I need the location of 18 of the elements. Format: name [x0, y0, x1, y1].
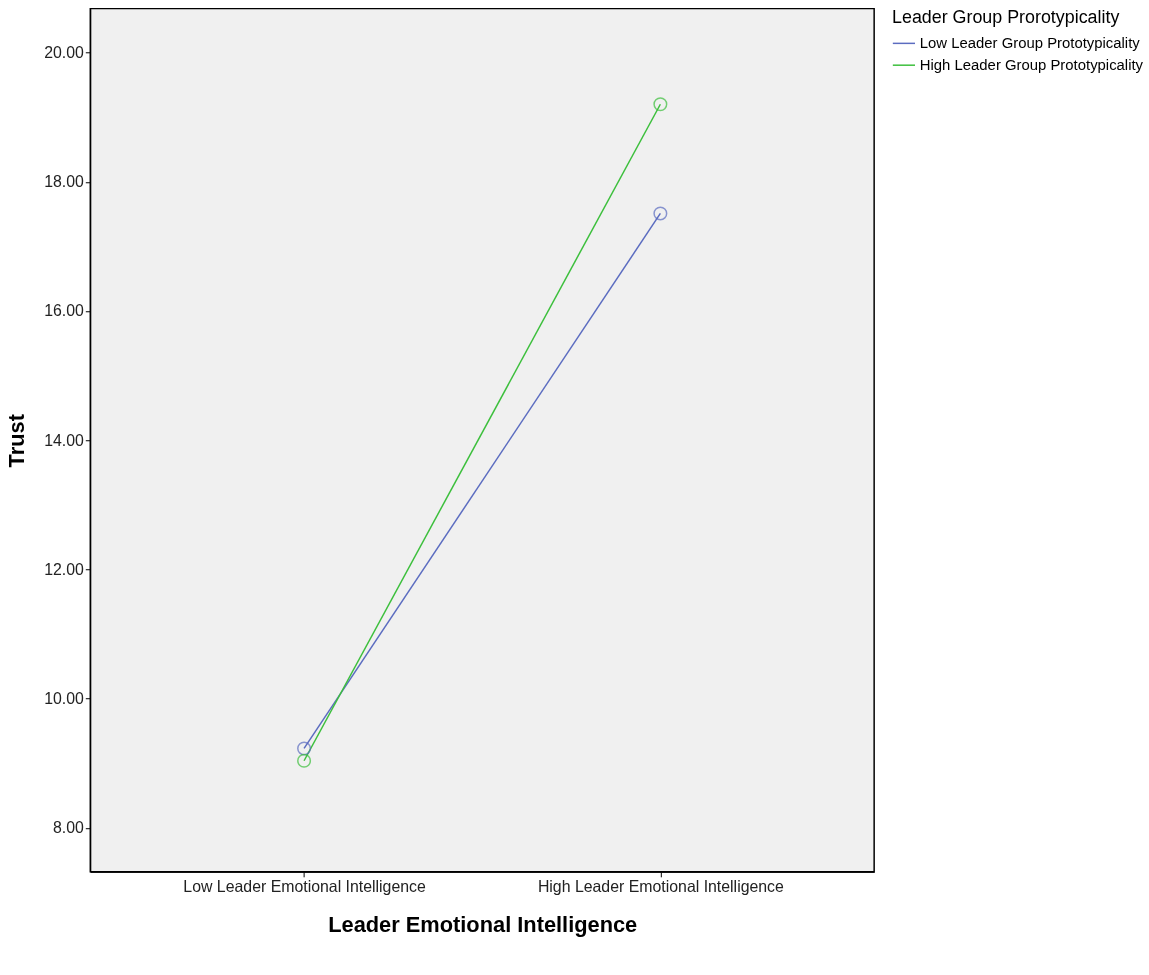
x-tick-label: High Leader Emotional Intelligence	[537, 878, 785, 896]
y-tick-label: 16.00	[44, 302, 85, 320]
y-axis-title: Trust	[4, 414, 30, 468]
x-axis-title: Leader Emotional Intelligence	[328, 911, 638, 937]
x-tick-label: Low Leader Emotional Intelligence	[183, 878, 426, 896]
y-tick-label: 20.00	[44, 44, 85, 62]
point	[297, 753, 312, 768]
legend-label: Low Leader Group Prototypicality	[919, 35, 1141, 52]
point	[297, 741, 312, 756]
y-tick-label: 18.00	[44, 173, 85, 191]
legend-label: High Leader Group Prototypicality	[919, 57, 1144, 74]
y-tick-label: 12.00	[44, 560, 85, 578]
y-tick-label: 14.00	[44, 431, 85, 449]
y-tick-label: 8.00	[52, 819, 85, 837]
legend-title: Leader Group Prorotypicality	[892, 6, 1120, 27]
y-tick-label: 10.00	[44, 690, 85, 708]
point	[653, 206, 668, 221]
point	[653, 97, 668, 112]
